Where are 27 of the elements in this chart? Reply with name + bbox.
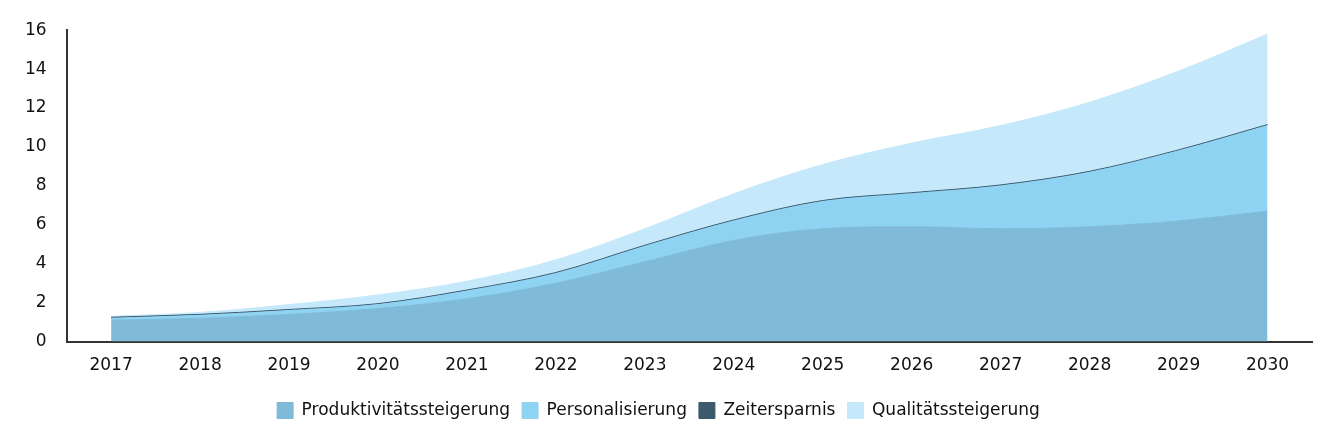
y-tick-label: 12 <box>24 96 47 117</box>
x-tick-label: 2017 <box>89 354 133 375</box>
y-tick-label: 14 <box>24 57 47 78</box>
y-tick-label: 4 <box>35 252 47 273</box>
y-tick-label: 6 <box>35 213 47 234</box>
x-tick-label: 2030 <box>1245 354 1290 375</box>
y-tick-label: 2 <box>35 291 47 312</box>
legend-label: Qualitätssteigerung <box>871 398 1040 419</box>
x-tick-label: 2023 <box>623 354 667 375</box>
y-tick-label: 10 <box>24 135 47 156</box>
x-tick-label: 2018 <box>178 354 222 375</box>
y-tick-label: 16 <box>24 18 47 39</box>
x-tick-label: 2024 <box>712 354 756 375</box>
x-tick-label: 2021 <box>445 354 489 375</box>
y-tick-label: 0 <box>35 330 47 351</box>
legend-label: Zeitersparnis <box>723 398 836 419</box>
legend-label: Produktivitätssteigerung <box>301 398 511 419</box>
y-tick-label: 8 <box>35 174 47 195</box>
x-tick-label: 2025 <box>801 354 845 375</box>
legend-label: Personalisierung <box>546 398 687 419</box>
x-tick-label: 2020 <box>356 354 400 375</box>
x-tick-label: 2029 <box>1156 354 1201 375</box>
x-tick-label: 2019 <box>267 354 311 375</box>
x-tick-label: 2027 <box>979 354 1023 375</box>
x-tick-label: 2028 <box>1067 354 1112 375</box>
x-tick-label: 2026 <box>890 354 934 375</box>
x-tick-label: 2022 <box>534 354 578 375</box>
